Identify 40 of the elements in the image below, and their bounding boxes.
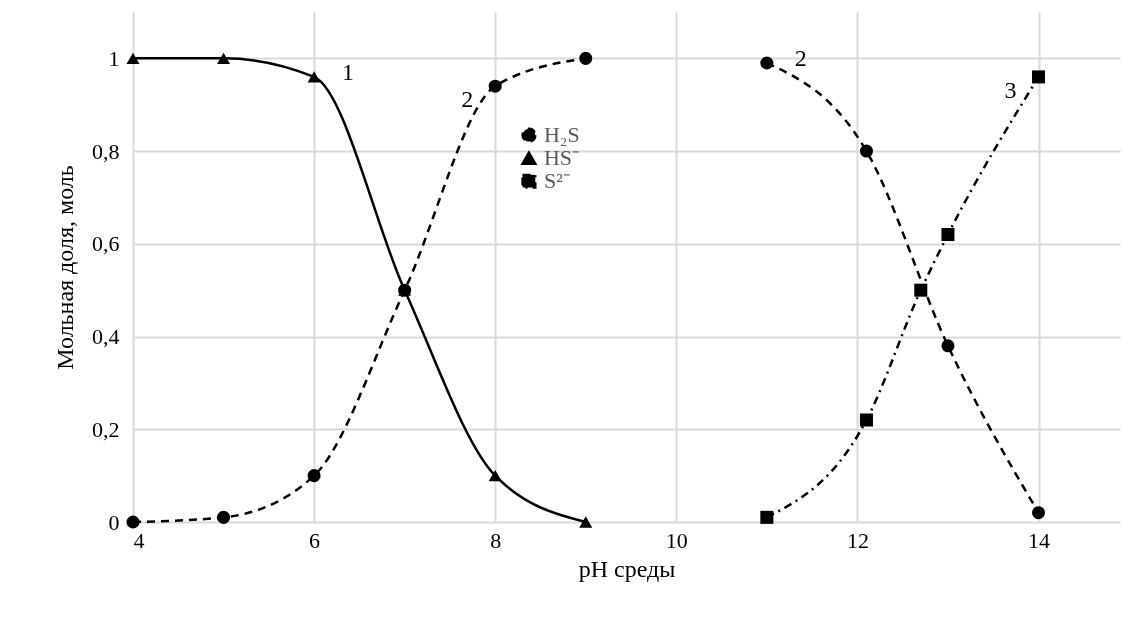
point bbox=[579, 51, 593, 65]
y-tick-label: 0,6 bbox=[92, 231, 120, 257]
point bbox=[1031, 70, 1046, 84]
x-axis-title: pH среды bbox=[578, 555, 676, 582]
point bbox=[760, 56, 774, 70]
x-tick-label: 8 bbox=[490, 527, 502, 553]
point bbox=[914, 283, 928, 297]
point bbox=[859, 413, 873, 427]
point bbox=[126, 515, 140, 529]
point bbox=[126, 52, 140, 65]
legend-label: HS⁻ bbox=[543, 145, 580, 171]
point bbox=[488, 469, 502, 482]
legend-label: S²⁻ bbox=[543, 168, 570, 194]
x-tick-label: 6 bbox=[309, 527, 321, 553]
point bbox=[488, 79, 502, 93]
annotation: 3 bbox=[1004, 76, 1017, 103]
annotation: 2 bbox=[461, 86, 474, 113]
y-tick-label: 1 bbox=[108, 45, 120, 71]
point bbox=[760, 510, 774, 524]
point bbox=[307, 469, 321, 483]
x-tick-label: 12 bbox=[846, 527, 869, 553]
y-tick-label: 0,2 bbox=[92, 416, 120, 442]
y-tick-label: 0 bbox=[108, 509, 120, 535]
point bbox=[1031, 506, 1046, 520]
y-tick-label: 0,8 bbox=[92, 138, 120, 164]
point bbox=[307, 71, 321, 83]
annotation: 2 bbox=[794, 45, 807, 71]
x-tick-label: 4 bbox=[133, 527, 145, 553]
x-tick-label: 14 bbox=[1028, 527, 1050, 553]
point bbox=[941, 339, 955, 353]
y-axis-title: Мольная доля, моль bbox=[52, 165, 78, 370]
point bbox=[217, 52, 231, 65]
annotation: 1 bbox=[342, 58, 355, 85]
point bbox=[579, 516, 593, 528]
point bbox=[217, 510, 231, 524]
point bbox=[941, 228, 955, 242]
y-tick-label: 0,4 bbox=[92, 324, 120, 350]
legend-label: H₂S bbox=[543, 122, 580, 148]
x-tick-label: 10 bbox=[665, 527, 688, 553]
point bbox=[859, 144, 873, 158]
